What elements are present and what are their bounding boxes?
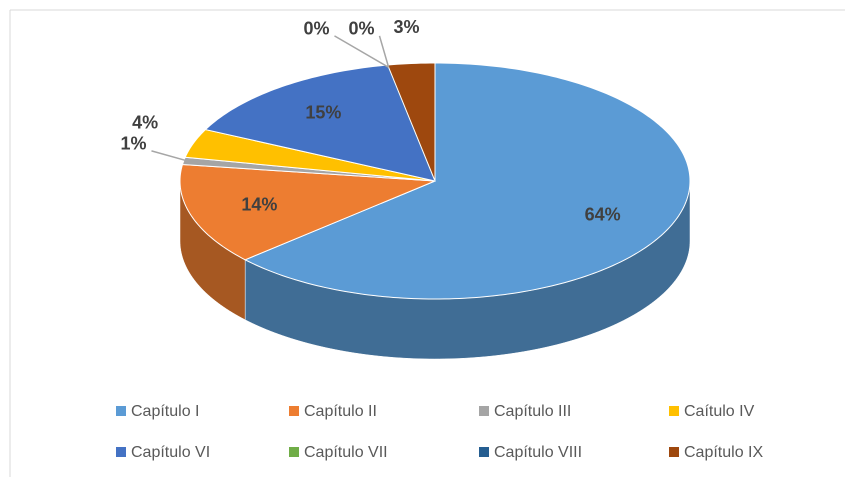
- legend-swatch: [479, 406, 489, 416]
- slice: [386, 62, 436, 182]
- data-label: 1%: [120, 134, 146, 154]
- legend-label: Capítulo VII: [304, 444, 388, 461]
- slice: [243, 62, 691, 300]
- slice: [204, 64, 436, 182]
- legend-swatch: [669, 406, 679, 416]
- legend-swatch: [479, 447, 489, 457]
- data-label: 64%: [585, 204, 621, 224]
- legend-label: Caítulo IV: [684, 403, 755, 420]
- data-label: 0%: [348, 19, 374, 39]
- slice: [179, 164, 436, 261]
- data-label: 15%: [305, 102, 341, 122]
- legend-label: Capítulo VIII: [494, 444, 582, 461]
- data-label: 0%: [303, 19, 329, 39]
- leader-line: [334, 35, 390, 69]
- data-label: 14%: [241, 194, 277, 214]
- data-label: 4%: [132, 112, 158, 132]
- legend-label: Capítulo II: [304, 403, 377, 420]
- legend-label: Capítulo VI: [131, 444, 210, 461]
- legend-swatch: [116, 447, 126, 457]
- legend-label: Capítulo I: [131, 403, 199, 420]
- leader-line: [378, 35, 390, 68]
- legend-label: Capítulo IX: [684, 444, 763, 461]
- legend-swatch: [669, 447, 679, 457]
- leader-line: [151, 150, 189, 163]
- legend-swatch: [289, 406, 299, 416]
- data-label: 3%: [393, 17, 419, 37]
- legend-swatch: [289, 447, 299, 457]
- slice: [184, 129, 436, 182]
- legend-label: Capítulo III: [494, 403, 571, 420]
- legend-swatch: [116, 406, 126, 416]
